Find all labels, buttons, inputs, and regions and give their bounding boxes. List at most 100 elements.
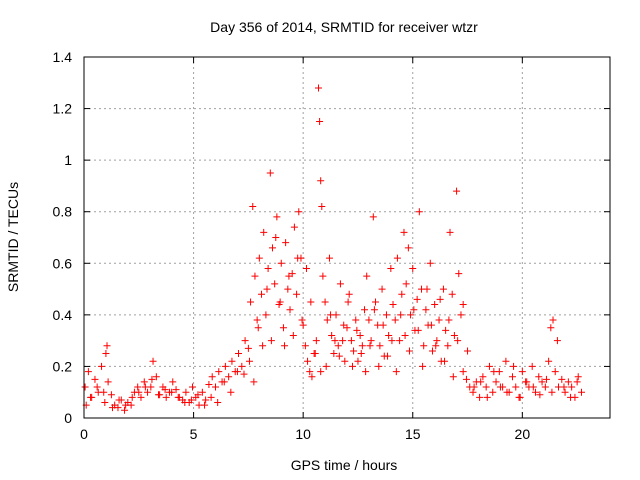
data-point	[187, 396, 195, 404]
data-point	[290, 223, 298, 231]
data-point	[397, 311, 405, 319]
data-point	[441, 357, 449, 365]
data-point	[551, 368, 559, 376]
y-tick-label: 0.2	[53, 358, 73, 374]
data-point	[235, 350, 243, 358]
data-point	[104, 378, 112, 386]
data-point	[391, 316, 399, 324]
data-point	[161, 386, 169, 394]
data-point	[282, 239, 290, 247]
data-point	[426, 259, 434, 267]
data-point	[361, 306, 369, 314]
data-point	[449, 373, 457, 381]
data-point	[91, 375, 99, 383]
y-tick-label: 1.4	[53, 49, 73, 65]
data-point	[311, 350, 319, 358]
data-point	[205, 380, 213, 388]
data-point	[208, 373, 216, 381]
data-point	[194, 391, 202, 399]
grid-lines	[84, 57, 610, 418]
data-point	[477, 378, 485, 386]
data-point	[378, 285, 386, 293]
data-point	[277, 259, 285, 267]
data-point	[321, 298, 329, 306]
data-point	[578, 388, 586, 396]
data-point	[81, 383, 89, 391]
data-point	[285, 272, 293, 280]
data-point	[523, 378, 531, 386]
data-point	[93, 383, 101, 391]
data-point	[470, 383, 478, 391]
data-point	[325, 254, 333, 262]
data-point	[328, 331, 336, 339]
data-point	[207, 393, 215, 401]
data-point	[148, 375, 156, 383]
data-point	[241, 337, 249, 345]
data-point	[202, 396, 210, 404]
data-point	[510, 362, 518, 370]
data-point	[538, 378, 546, 386]
data-point	[560, 383, 568, 391]
x-tick-label: 5	[190, 426, 198, 442]
data-point	[485, 362, 493, 370]
data-point	[327, 311, 335, 319]
data-point	[347, 337, 355, 345]
data-point	[259, 342, 267, 350]
data-point	[567, 393, 575, 401]
data-point	[279, 324, 287, 332]
data-point	[420, 342, 428, 350]
data-point	[423, 285, 431, 293]
data-point	[245, 357, 253, 365]
data-point	[352, 316, 360, 324]
data-point	[255, 254, 263, 262]
data-point	[528, 362, 536, 370]
data-point	[155, 391, 163, 399]
data-point	[448, 290, 456, 298]
data-point	[459, 301, 467, 309]
data-point	[137, 393, 145, 401]
x-axis-label: GPS time / hours	[291, 457, 398, 473]
data-point	[339, 337, 347, 345]
y-axis-label: SRMTID / TECUs	[5, 182, 21, 292]
data-point	[462, 375, 470, 383]
data-point	[141, 383, 149, 391]
data-point	[479, 373, 487, 381]
data-point	[172, 386, 180, 394]
data-point	[240, 370, 248, 378]
y-tick-label: 0.6	[53, 255, 73, 271]
data-point	[315, 84, 323, 92]
data-point	[410, 306, 418, 314]
data-point	[404, 244, 412, 252]
data-point	[122, 401, 130, 409]
data-point	[535, 373, 543, 381]
data-point	[294, 254, 302, 262]
data-point	[512, 383, 520, 391]
data-point	[198, 388, 206, 396]
data-point	[457, 311, 465, 319]
data-point	[548, 388, 556, 396]
y-tick-label: 1.2	[53, 101, 73, 117]
data-point	[250, 378, 258, 386]
data-point	[201, 401, 209, 409]
data-point	[335, 352, 343, 360]
data-point	[264, 264, 272, 272]
data-point	[413, 295, 421, 303]
data-point	[307, 298, 315, 306]
data-point	[308, 373, 316, 381]
data-point	[370, 306, 378, 314]
data-point	[152, 373, 160, 381]
data-point	[306, 368, 314, 376]
data-point	[422, 306, 430, 314]
y-tick-label: 0.4	[53, 307, 73, 323]
data-point	[529, 383, 537, 391]
data-point	[149, 357, 157, 365]
data-point	[482, 383, 490, 391]
data-point	[574, 373, 582, 381]
data-point	[212, 383, 219, 391]
data-point	[268, 244, 276, 252]
data-point	[547, 324, 555, 332]
data-point	[353, 326, 361, 334]
data-point	[220, 378, 228, 386]
data-point	[357, 350, 365, 358]
